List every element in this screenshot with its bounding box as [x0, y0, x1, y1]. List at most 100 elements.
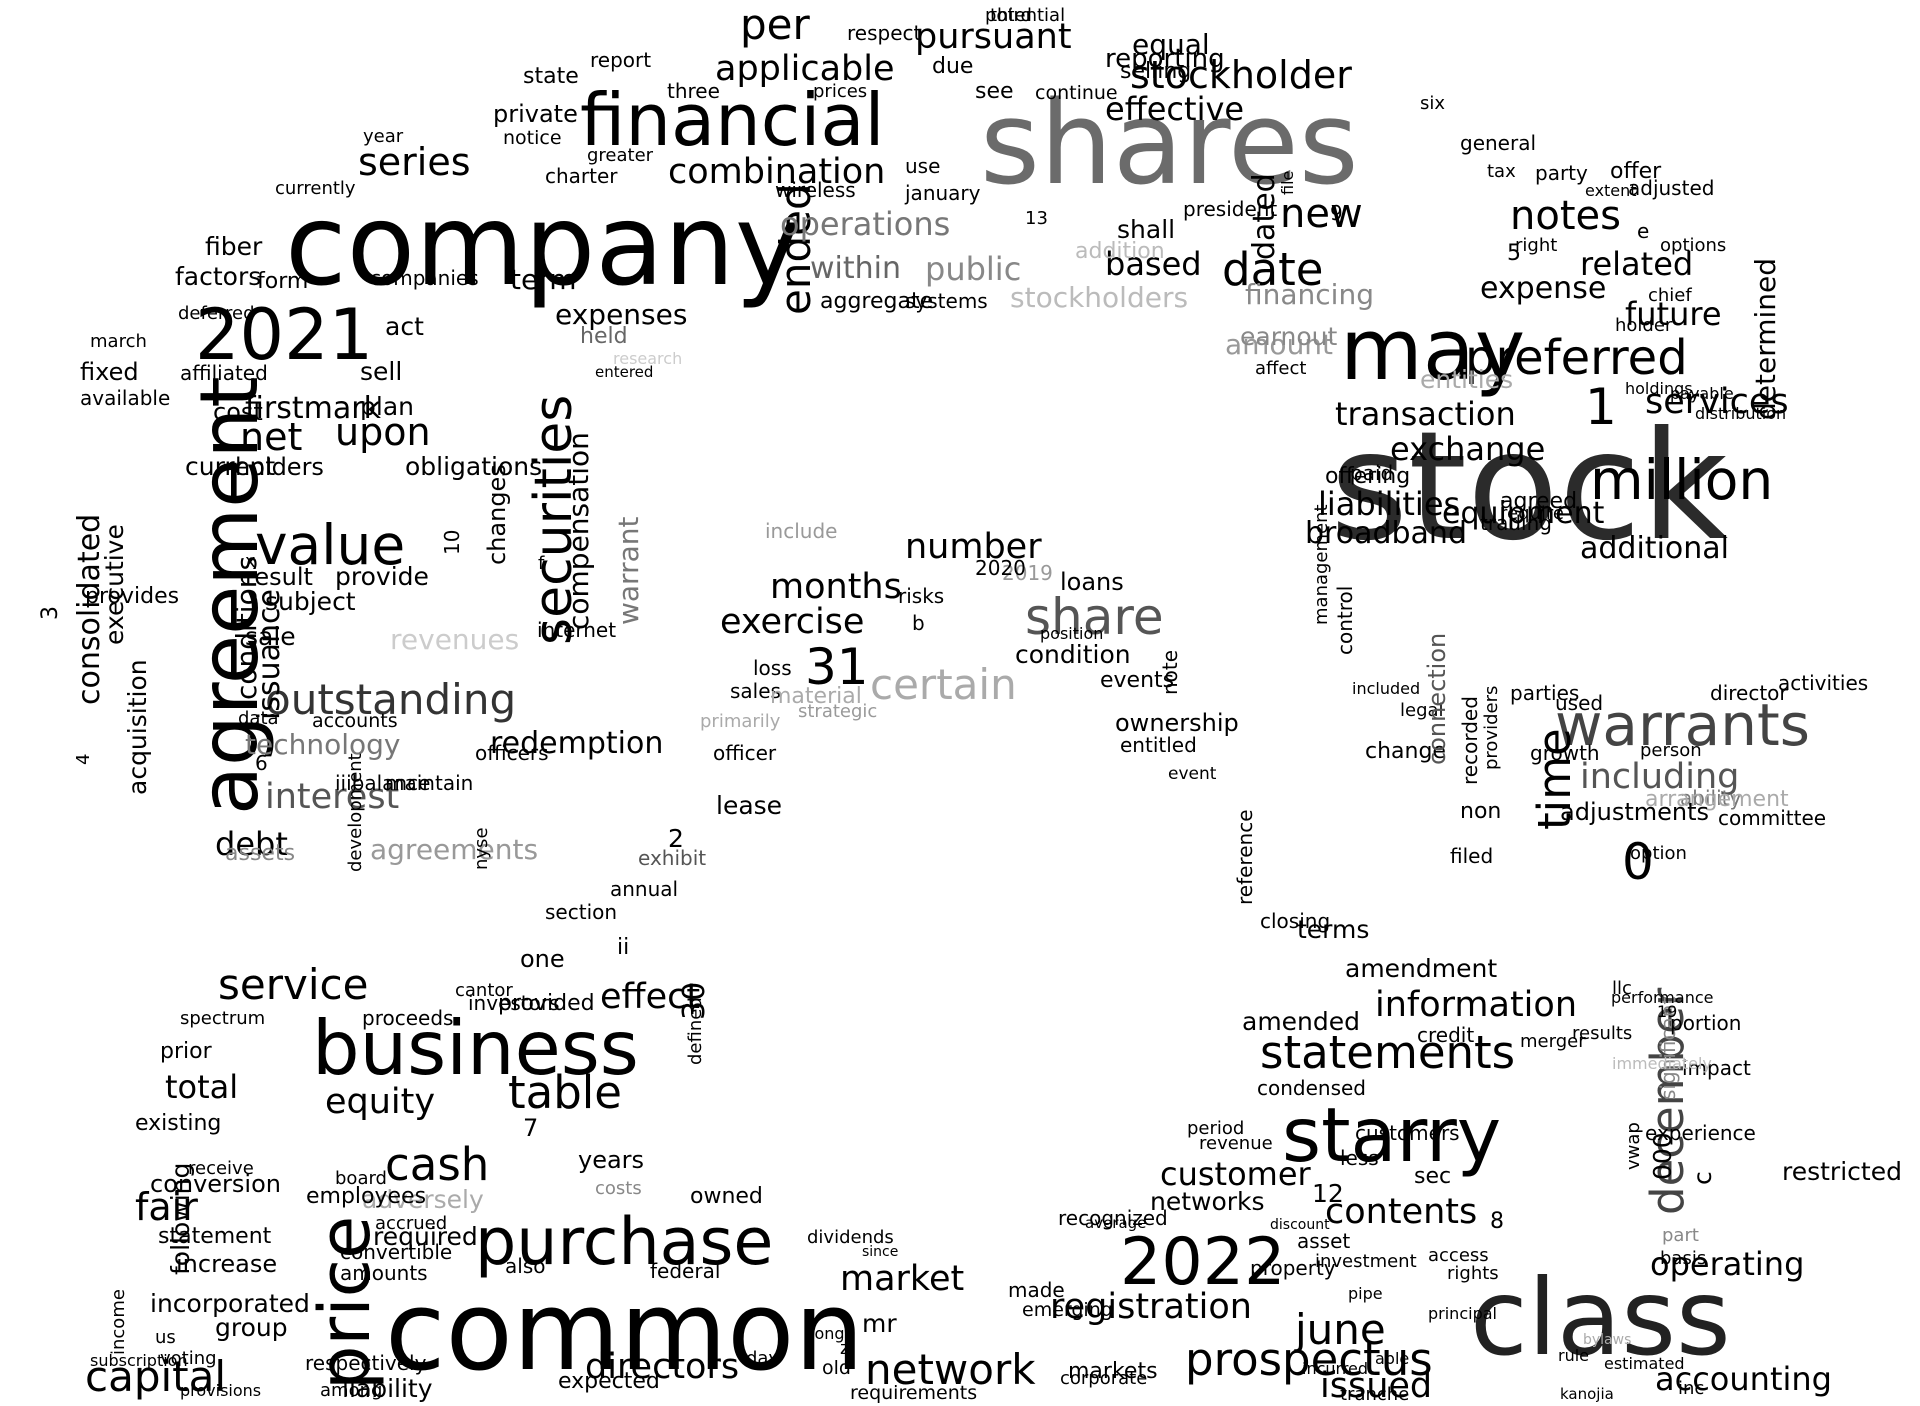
- cloud-word: investment: [1315, 1251, 1417, 1272]
- cloud-word: material: [770, 684, 862, 709]
- cloud-word: director: [1710, 681, 1788, 705]
- cloud-word: principal: [1428, 1304, 1497, 1323]
- cloud-word: based: [1105, 245, 1202, 283]
- cloud-word: may: [1340, 301, 1526, 400]
- cloud-word: respect: [847, 21, 922, 45]
- cloud-word: outstanding: [265, 675, 517, 724]
- cloud-word: year: [363, 126, 404, 147]
- cloud-word: pursuant: [915, 17, 1072, 57]
- cloud-word: increase: [176, 1250, 278, 1278]
- cloud-word: dividends: [807, 1227, 894, 1248]
- cloud-word: amount: [1225, 328, 1334, 361]
- cloud-word: included: [1352, 679, 1421, 698]
- cloud-word: condition: [1015, 640, 1131, 669]
- cloud-word: corporate: [1060, 1368, 1148, 1389]
- cloud-word: holdings: [1625, 379, 1693, 398]
- cloud-word: officers: [475, 741, 549, 765]
- cloud-word: aggregate: [820, 289, 934, 314]
- cloud-word: section: [545, 900, 618, 924]
- cloud-word: cost: [213, 398, 263, 426]
- cloud-word: total: [165, 1068, 239, 1106]
- cloud-word: period: [1187, 1118, 1245, 1139]
- cloud-word: state: [523, 64, 579, 89]
- cloud-word: new: [1280, 191, 1363, 237]
- cloud-word: sale: [245, 622, 296, 651]
- cloud-word: stock: [1330, 400, 1729, 574]
- cloud-word: operations: [780, 205, 951, 243]
- cloud-word: board: [335, 1168, 387, 1189]
- cloud-word: management: [1311, 504, 1332, 625]
- cloud-word: including: [1580, 757, 1740, 797]
- cloud-word: adjusted: [1628, 176, 1715, 200]
- cloud-word: mr: [862, 1309, 897, 1338]
- cloud-word: 2022: [1120, 1225, 1286, 1300]
- cloud-word: incurred: [1302, 1359, 1369, 1378]
- cloud-word: preferred: [1465, 330, 1688, 386]
- cloud-word: six: [1420, 93, 1446, 114]
- cloud-word: required: [373, 1222, 478, 1251]
- cloud-word: less: [1340, 1146, 1379, 1170]
- cloud-word: june: [1295, 1305, 1386, 1354]
- cloud-word: old: [822, 1357, 851, 1379]
- cloud-word: used: [1555, 691, 1604, 715]
- cloud-word: 8: [1490, 1209, 1504, 1234]
- cloud-word: part: [1662, 1225, 1699, 1246]
- cloud-word: filed: [1450, 844, 1494, 868]
- cloud-word: non: [1460, 799, 1502, 824]
- cloud-word: common: [385, 1267, 865, 1395]
- cloud-word: provides: [85, 584, 180, 609]
- cloud-word: equipment: [1442, 496, 1605, 531]
- cloud-word: warrant: [612, 516, 645, 625]
- cloud-word: internet: [537, 618, 617, 642]
- cloud-word: defined: [685, 997, 706, 1065]
- cloud-word: experience: [1645, 1121, 1756, 1145]
- cloud-word: legal: [1400, 700, 1444, 721]
- cloud-word: provide: [335, 562, 429, 591]
- cloud-word: maintain: [385, 771, 474, 795]
- cloud-word: class: [1470, 1257, 1731, 1379]
- cloud-word: trading: [1480, 511, 1552, 535]
- cloud-word: conversion: [150, 1170, 281, 1198]
- cloud-word: condensed: [1257, 1076, 1367, 1100]
- cloud-word: ownership: [1115, 709, 1239, 737]
- cloud-word: 1: [1585, 378, 1617, 436]
- cloud-word: plan: [360, 392, 414, 421]
- cloud-word: revenue: [1199, 1133, 1273, 1154]
- cloud-word: one: [520, 945, 565, 973]
- cloud-word: proceeds: [362, 1006, 454, 1030]
- cloud-word: affect: [1255, 358, 1307, 379]
- cloud-word: 4: [73, 753, 94, 765]
- cloud-word: 0: [1622, 833, 1654, 891]
- cloud-word: issued: [1320, 1366, 1433, 1406]
- cloud-word: report: [590, 48, 652, 72]
- cloud-word: determined: [1749, 257, 1782, 420]
- cloud-word: effective: [1105, 90, 1245, 128]
- cloud-word: kanojia: [1560, 1385, 1614, 1403]
- cloud-word: ii: [617, 935, 630, 960]
- cloud-word: subject: [265, 587, 356, 616]
- cloud-word: recognized: [1058, 1206, 1168, 1230]
- cloud-word: stockholder: [1130, 53, 1352, 97]
- cloud-word: provisions: [180, 1381, 262, 1400]
- cloud-word: able: [1375, 1349, 1410, 1368]
- cloud-word: connection: [1423, 632, 1451, 765]
- cloud-word: events: [1100, 668, 1175, 693]
- cloud-word: z: [840, 1338, 850, 1359]
- cloud-word: greater: [587, 145, 654, 166]
- cloud-word: paid: [1350, 461, 1394, 485]
- cloud-word: expected: [558, 1369, 660, 1394]
- cloud-word: march: [90, 331, 147, 352]
- cloud-word: statements: [1260, 1026, 1516, 1079]
- cloud-word: party: [1535, 161, 1588, 185]
- cloud-word: acquisition: [123, 659, 152, 795]
- cloud-word: us: [155, 1327, 176, 1348]
- cloud-word: 12: [1312, 1179, 1344, 1208]
- cloud-word: amended: [1242, 1007, 1361, 1036]
- cloud-word: incorporated: [150, 1289, 310, 1318]
- cloud-word: third: [990, 5, 1032, 26]
- cloud-word: offer: [1610, 159, 1662, 184]
- cloud-word: assets: [225, 841, 296, 866]
- cloud-word: stockholders: [1010, 281, 1189, 314]
- cloud-word: property: [1250, 1256, 1336, 1280]
- cloud-word: president: [1183, 197, 1278, 221]
